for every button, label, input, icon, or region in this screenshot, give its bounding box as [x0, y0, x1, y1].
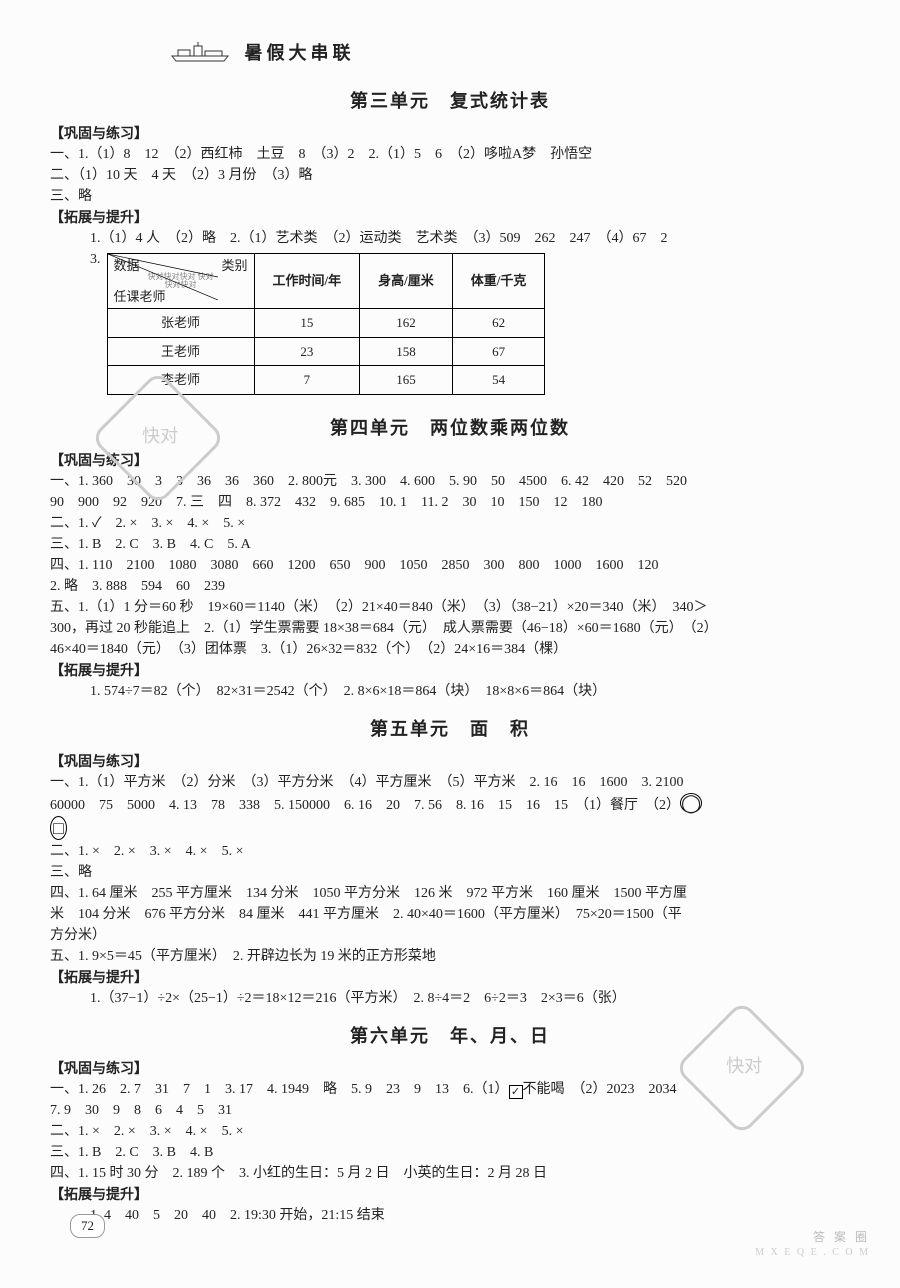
ship-icon: [170, 40, 230, 70]
table-row: 张老师 15 162 62: [107, 309, 545, 338]
unit3-ext1: 1.（1）4 人 （2）略 2.（1）艺术类 （2）运动类 艺术类 （3）509…: [90, 228, 850, 249]
cell: 165: [360, 366, 453, 395]
unit4-extend-head: 【拓展与提升】: [50, 660, 850, 681]
row-name: 张老师: [107, 309, 254, 338]
unit5-l1: 一、1.（1）平方米 （2）分米 （3）平方分米 （4）平方厘米 （5）平方米 …: [50, 772, 850, 793]
unit3-title: 第三单元 复式统计表: [50, 88, 850, 115]
unit4-l2: 90 900 92 920 7. 三 四 8. 372 432 9. 685 1…: [50, 492, 850, 513]
unit4-l6: 2. 略 3. 888 594 60 239: [50, 576, 850, 597]
unit4-l8: 300，再过 20 秒能追上 2.（1）学生票需要 18×38＝684（元） 成…: [50, 618, 850, 639]
unit4-title: 第四单元 两位数乘两位数: [50, 415, 850, 442]
page-number: 72: [70, 1214, 105, 1238]
watermark-url: M X E Q E . C O M: [755, 1245, 870, 1260]
unit5-l6: 米 104 分米 676 平方分米 84 厘米 441 平方厘米 2. 40×4…: [50, 904, 850, 925]
unit6-l1a: 一、1. 26 2. 7 31 7 1 3. 17 4. 1949 略 5. 9…: [50, 1082, 509, 1097]
unit4-l3: 二、1. ✓ 2. × 3. × 4. × 5. ×: [50, 513, 850, 534]
circle-marker: ◯: [680, 793, 702, 813]
unit5-l8: 五、1. 9×5＝45（平方厘米） 2. 开辟边长为 19 米的正方形菜地: [50, 946, 850, 967]
unit5-l2-wrap: 60000 75 5000 4. 13 78 338 5. 150000 6. …: [50, 793, 850, 816]
cell: 62: [452, 309, 545, 338]
watermark-text: 答 案 圈: [813, 1228, 870, 1246]
unit4-ext1: 1. 574÷7＝82（个） 82×31＝2542（个） 2. 8×6×18＝8…: [90, 681, 850, 702]
col-height: 身高/厘米: [360, 254, 453, 309]
table-row: 王老师 23 158 67: [107, 337, 545, 366]
header-title: 暑假大串联: [245, 43, 355, 63]
cell: 54: [452, 366, 545, 395]
teacher-data-table: 数据 类别 任课老师 快对快对快对 快对快对快对 工作时间/年 身高/厘米 体重…: [107, 253, 546, 395]
table-header-row: 数据 类别 任课老师 快对快对快对 快对快对快对 工作时间/年 身高/厘米 体重…: [107, 254, 545, 309]
unit5-title: 第五单元 面 积: [50, 716, 850, 743]
cell: 15: [254, 309, 360, 338]
cell: 158: [360, 337, 453, 366]
unit4-l5: 四、1. 110 2100 1080 3080 660 1200 650 900…: [50, 555, 850, 576]
cell: 67: [452, 337, 545, 366]
table-diagonal-header: 数据 类别 任课老师 快对快对快对 快对快对快对: [107, 254, 254, 309]
unit3-practice-head: 【巩固与练习】: [50, 123, 850, 144]
unit4-l9: 46×40＝1840（元） （3）团体票 3.（1）26×32＝832（个） （…: [50, 639, 850, 660]
unit5-l7: 方分米）: [50, 925, 850, 946]
unit3-ext-table-lead: 3.: [90, 249, 101, 270]
unit3-line3: 三、略: [50, 186, 850, 207]
unit5-l4: 三、略: [50, 862, 850, 883]
square-in-circle: □: [50, 816, 67, 840]
unit5-l2: 60000 75 5000 4. 13 78 338 5. 150000 6. …: [50, 798, 680, 813]
unit6-l2: 7. 9 30 9 8 6 4 5 31: [50, 1100, 850, 1121]
unit3-line1: 一、1.（1）8 12 （2）西红柿 土豆 8 （3）2 2.（1）5 6 （2…: [50, 144, 850, 165]
unit5-square-line: □: [50, 816, 850, 841]
unit4-l1: 一、1. 360 30 3 3 36 36 360 2. 800元 3. 300…: [50, 471, 850, 492]
row-name: 李老师: [107, 366, 254, 395]
unit6-ext1: 1. 4 40 5 20 40 2. 19:30 开始，21:15 结束: [90, 1205, 850, 1226]
unit3-extend-head: 【拓展与提升】: [50, 207, 850, 228]
check-box: ✓: [509, 1085, 523, 1099]
unit6-l1: 一、1. 26 2. 7 31 7 1 3. 17 4. 1949 略 5. 9…: [50, 1079, 850, 1100]
unit6-l4: 三、1. B 2. C 3. B 4. B: [50, 1142, 850, 1163]
unit6-l1b: 不能喝 （2）2023 2034: [523, 1082, 677, 1097]
col-weight: 体重/千克: [452, 254, 545, 309]
unit5-ext1: 1.（37−1）÷2×（25−1）÷2＝18×12＝216（平方米） 2. 8÷…: [90, 988, 850, 1009]
col-work-years: 工作时间/年: [254, 254, 360, 309]
unit4-practice-head: 【巩固与练习】: [50, 450, 850, 471]
unit6-practice-head: 【巩固与练习】: [50, 1058, 850, 1079]
unit5-l3: 二、1. × 2. × 3. × 4. × 5. ×: [50, 841, 850, 862]
row-name: 王老师: [107, 337, 254, 366]
unit6-title: 第六单元 年、月、日: [50, 1023, 850, 1050]
unit5-extend-head: 【拓展与提升】: [50, 967, 850, 988]
unit6-l3: 二、1. × 2. × 3. × 4. × 5. ×: [50, 1121, 850, 1142]
table-row: 李老师 7 165 54: [107, 366, 545, 395]
cell: 7: [254, 366, 360, 395]
cell: 23: [254, 337, 360, 366]
unit4-l7: 五、1.（1）1 分＝60 秒 19×60＝1140（米） （2）21×40＝8…: [50, 597, 850, 618]
page-header: 暑假大串联: [170, 40, 850, 70]
unit5-l5: 四、1. 64 厘米 255 平方厘米 134 分米 1050 平方分米 126…: [50, 883, 850, 904]
unit4-l4: 三、1. B 2. C 3. B 4. C 5. A: [50, 534, 850, 555]
unit5-practice-head: 【巩固与练习】: [50, 751, 850, 772]
unit6-l5: 四、1. 15 时 30 分 2. 189 个 3. 小红的生日：5 月 2 日…: [50, 1163, 850, 1184]
cell: 162: [360, 309, 453, 338]
unit6-extend-head: 【拓展与提升】: [50, 1184, 850, 1205]
unit3-line2: 二、（1）10 天 4 天 （2）3 月份 （3）略: [50, 165, 850, 186]
